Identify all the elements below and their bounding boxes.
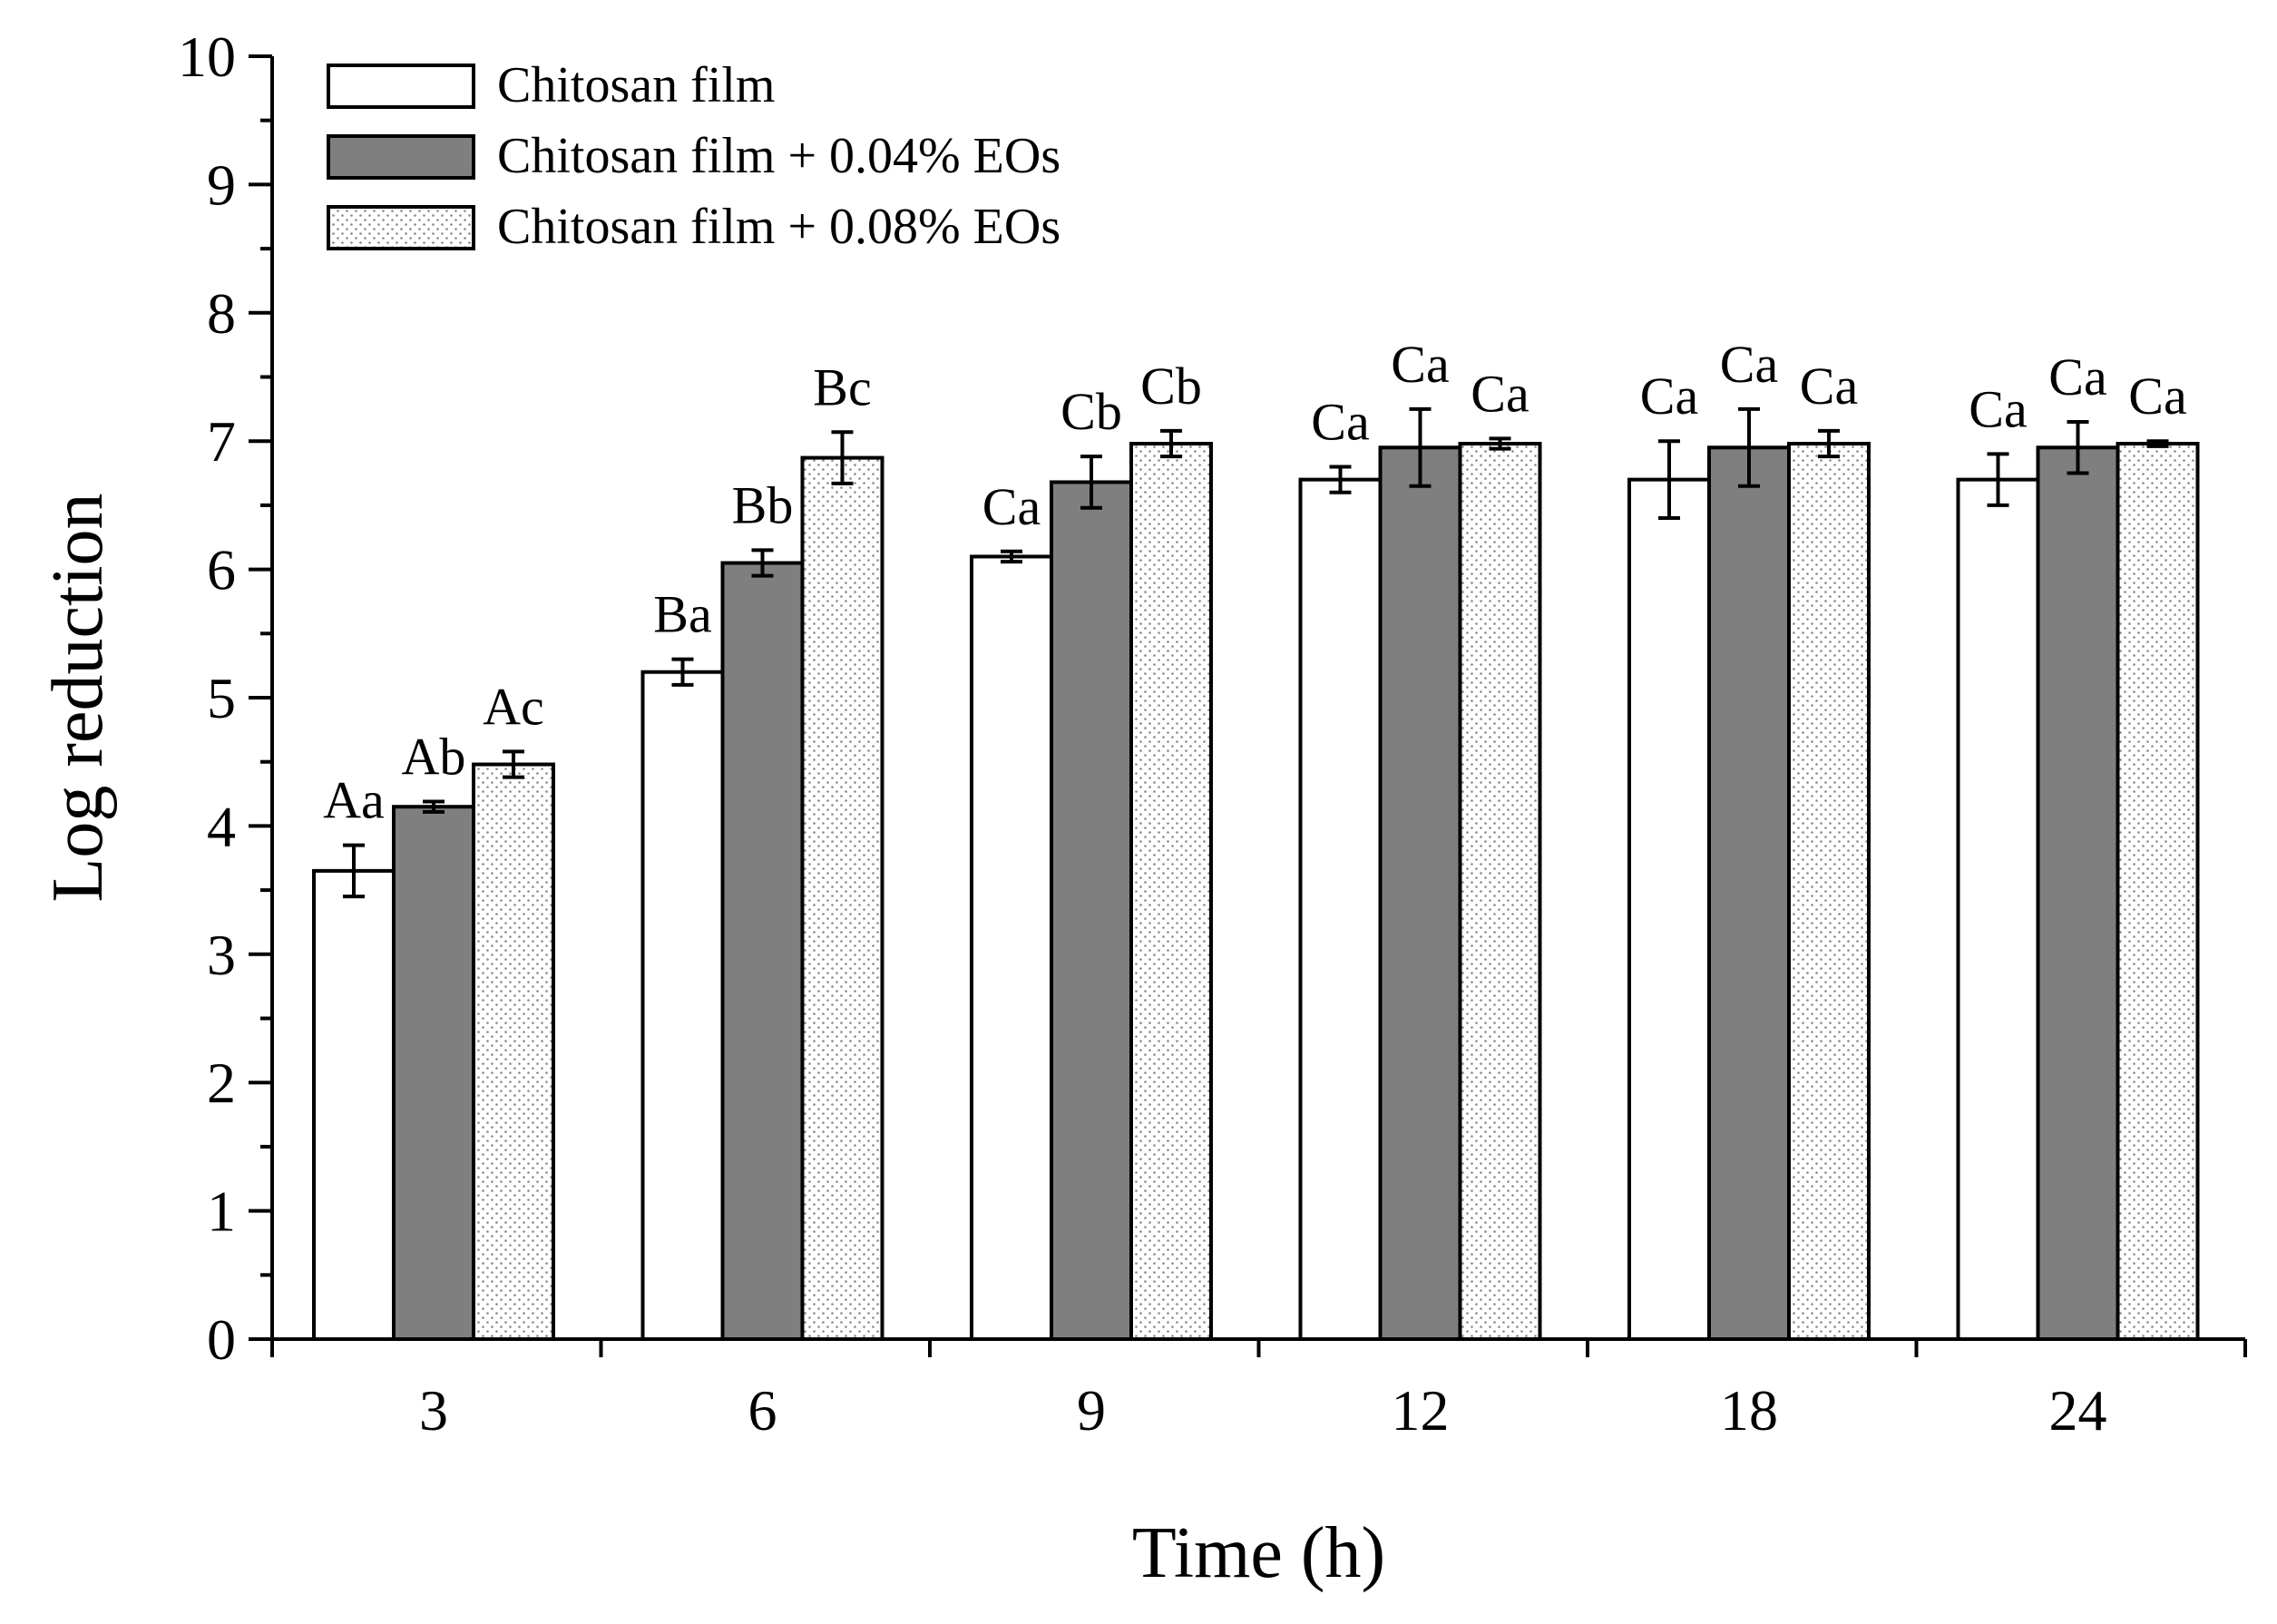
x-tick-label: 6 <box>748 1378 777 1443</box>
legend-swatch <box>327 205 475 250</box>
bar-label: Ba <box>653 585 711 644</box>
bar-label: Ca <box>2128 367 2186 426</box>
bar-label: Ca <box>1800 357 1858 416</box>
bar <box>392 805 475 1341</box>
x-tick-label: 12 <box>1392 1378 1450 1443</box>
y-tick-label: 4 <box>207 794 236 858</box>
bar-label: Ca <box>1471 364 1529 423</box>
bar-label: Ca <box>1311 392 1369 451</box>
y-tick-label: 0 <box>207 1307 236 1372</box>
bar <box>1378 445 1462 1341</box>
bar <box>1787 442 1871 1341</box>
bar-label: Ca <box>1640 367 1698 426</box>
bar <box>970 554 1053 1341</box>
bar <box>1298 477 1383 1341</box>
legend-swatch <box>327 64 475 109</box>
y-tick-label: 9 <box>207 152 236 217</box>
y-tick-label: 7 <box>207 409 236 474</box>
bar <box>2116 442 2200 1341</box>
y-tick-label: 5 <box>207 666 236 730</box>
bar <box>800 455 884 1342</box>
bar <box>1050 480 1133 1341</box>
legend-entry: Chitosan film + 0.08% EOs <box>497 199 1060 255</box>
legend-entry: Chitosan film + 0.04% EOs <box>497 128 1060 184</box>
bar <box>640 670 725 1341</box>
bar <box>472 762 555 1341</box>
legend-entry: Chitosan film <box>497 57 775 113</box>
bar-label: Ca <box>1969 379 2027 438</box>
x-axis-title: Time (h) <box>1132 1513 1385 1593</box>
bar <box>1956 477 2040 1341</box>
bar-label: Bc <box>813 357 871 416</box>
y-tick-label: 2 <box>207 1051 236 1115</box>
legend-swatch <box>327 134 475 180</box>
y-tick-label: 3 <box>207 923 236 987</box>
bar-label: Ca <box>2048 347 2106 406</box>
bar-label: Bb <box>732 475 794 534</box>
bar <box>2036 445 2120 1341</box>
bar-label: Cb <box>1060 382 1122 441</box>
bars-layer <box>312 406 2200 1342</box>
x-tick-label: 9 <box>1077 1378 1106 1443</box>
bar <box>1129 442 1213 1341</box>
bar <box>1707 445 1791 1341</box>
x-tick-label: 3 <box>419 1378 448 1443</box>
bar <box>1458 442 1542 1341</box>
bar <box>1627 477 1711 1341</box>
bar-label: Ac <box>483 677 544 736</box>
x-tick-label: 24 <box>2049 1378 2107 1443</box>
y-tick-label: 8 <box>207 281 236 346</box>
bar-labels-layer: Aa Ab Ac Ba Bb Bc Ca Cb Cb Ca Ca Ca Ca Ca Ca Ca Ca Ca <box>323 335 2187 830</box>
y-tick-label: 10 <box>178 24 236 89</box>
legend: Chitosan film Chitosan film + 0.04% EOs Ch… <box>327 57 1060 255</box>
y-tick-label: 6 <box>207 538 236 602</box>
bar <box>720 561 805 1341</box>
bar-label: Cb <box>1140 357 1202 416</box>
bar-label: Ca <box>1391 335 1449 394</box>
bar <box>312 868 396 1341</box>
bar-label: Ab <box>402 728 466 787</box>
x-tick-label: 18 <box>1720 1378 1778 1443</box>
y-tick-label: 1 <box>207 1179 236 1244</box>
y-axis-title: Log reduction <box>38 494 118 903</box>
bar-label: Aa <box>323 771 385 830</box>
bar-label: Ca <box>1720 335 1778 394</box>
bar-label: Ca <box>982 477 1041 536</box>
